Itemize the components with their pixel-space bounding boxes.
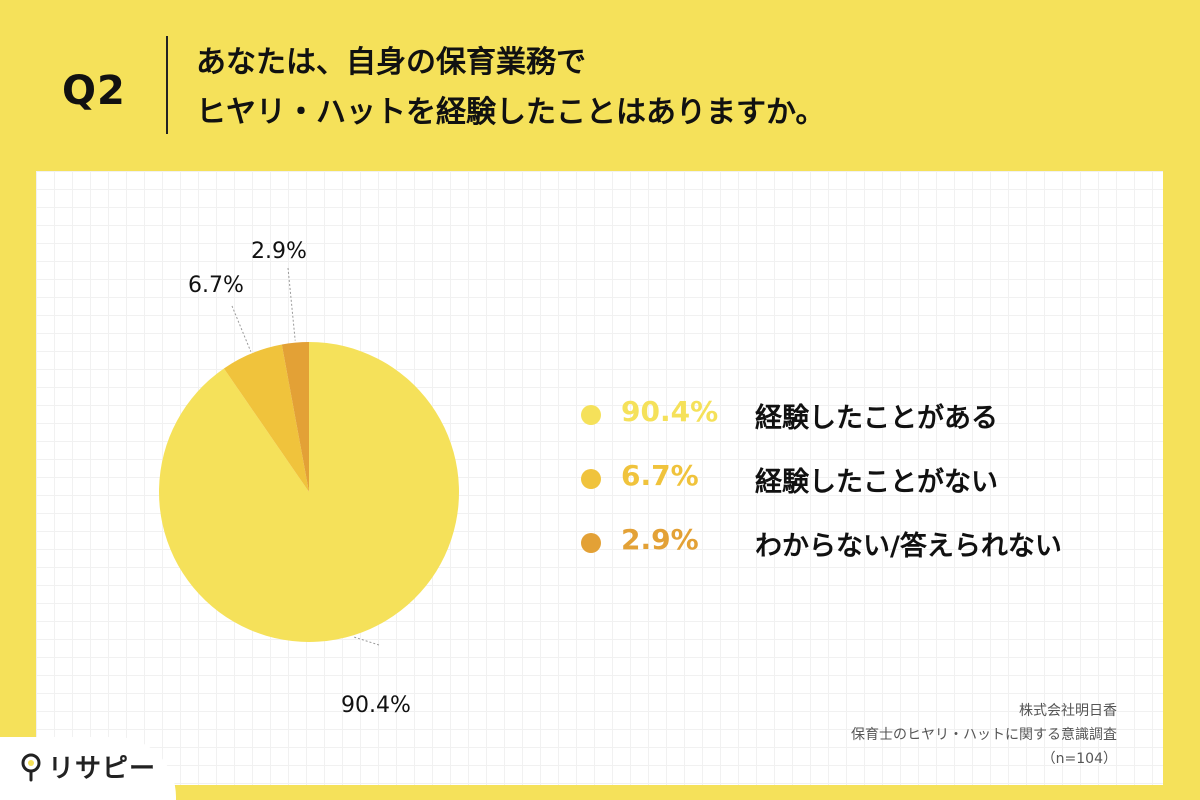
title-divider	[166, 36, 168, 134]
legend-percent: 2.9%	[621, 523, 699, 556]
question-number: Q2	[62, 68, 126, 114]
credit-sample-size: （n=104）	[1041, 751, 1117, 767]
magnifier-pin-icon	[21, 753, 41, 782]
legend-item: 6.7% 経験したことがない	[581, 453, 1141, 517]
leader-line	[231, 305, 252, 352]
legend-dot-icon	[581, 469, 601, 489]
question-line-2: ヒヤリ・ハットを経験したことはありますか。	[196, 95, 826, 130]
legend-label: わからない/答えられない	[755, 531, 1062, 562]
legend: 90.4% 経験したことがある 6.7% 経験したことがない 2.9% わからな…	[581, 389, 1141, 581]
slice-percent-label: 90.4%	[341, 693, 411, 718]
legend-item: 90.4% 経験したことがある	[581, 389, 1141, 453]
credit-company: 株式会社明日香	[1019, 703, 1117, 719]
legend-dot-icon	[581, 405, 601, 425]
logo-text: リサピー	[48, 754, 157, 784]
legend-dot-icon	[581, 533, 601, 553]
question-title: あなたは、自身の保育業務で ヒヤリ・ハットを経験したことはありますか。	[196, 38, 825, 138]
leader-line	[354, 636, 380, 646]
pie-slice	[159, 342, 460, 642]
chart-panel: 90.4% 6.7% 2.9% 90.4% 経験したことがある 6.7% 経験したこ…	[36, 171, 1163, 785]
legend-label: 経験したことがある	[755, 403, 998, 434]
legend-percent: 90.4%	[621, 395, 719, 428]
legend-percent: 6.7%	[621, 459, 699, 492]
pie-chart: 90.4% 6.7% 2.9%	[159, 239, 460, 718]
pie-slice	[223, 344, 309, 492]
source-credit: 株式会社明日香 保育士のヒヤリ・ハットに関する意識調査 （n=104）	[851, 699, 1117, 771]
pie-slice	[281, 342, 309, 492]
legend-item: 2.9% わからない/答えられない	[581, 517, 1141, 581]
credit-survey: 保育士のヒヤリ・ハットに関する意識調査	[851, 727, 1117, 743]
slice-percent-label: 2.9%	[251, 239, 307, 264]
legend-label: 経験したことがない	[755, 467, 998, 498]
slice-percent-label: 6.7%	[188, 273, 244, 298]
leader-line	[287, 267, 296, 341]
question-line-1: あなたは、自身の保育業務で	[196, 45, 586, 80]
logo-tab	[0, 737, 176, 800]
